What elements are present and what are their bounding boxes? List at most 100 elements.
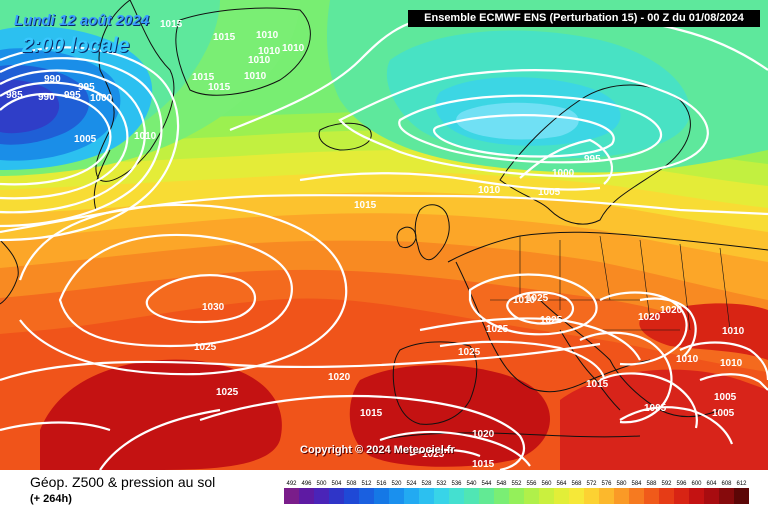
scale-swatch [329, 488, 344, 504]
scale-tick-label: 524 [406, 481, 417, 487]
isobar-label: 995 [584, 154, 601, 165]
scale-tick-label: 500 [316, 481, 327, 487]
scale-tick-label: 536 [451, 481, 462, 487]
model-run-banner: Ensemble ECMWF ENS (Perturbation 15) - 0… [408, 10, 760, 27]
scale-swatch [404, 488, 419, 504]
isobar-label: 1000 [90, 93, 113, 104]
scale-swatch [299, 488, 314, 504]
isobar-label: 1005 [714, 392, 737, 403]
isobar-label: 1025 [422, 449, 445, 460]
scale-tick-label: 584 [631, 481, 642, 487]
scale-swatch [464, 488, 479, 504]
scale-tick-label: 600 [691, 481, 702, 487]
scale-swatch [359, 488, 374, 504]
scale-swatch [344, 488, 359, 504]
isobar-label: 1010 [722, 326, 745, 337]
isobar-label: 1010 [134, 131, 157, 142]
scale-tick-label: 516 [376, 481, 387, 487]
scale-swatch [659, 488, 674, 504]
isobar-label: 1020 [638, 312, 661, 323]
scale-tick-label: 564 [556, 481, 567, 487]
isobar-label: 1010 [282, 43, 305, 54]
scale-tick-label: 492 [286, 481, 297, 487]
scale-tick-label: 512 [361, 481, 372, 487]
scale-swatch [434, 488, 449, 504]
isobar-label: 1010 [258, 46, 281, 57]
scale-swatch [494, 488, 509, 504]
isobar-label: 1015 [472, 459, 495, 470]
scale-tick-label: 572 [586, 481, 597, 487]
map-title: Géop. Z500 & pression au sol [30, 474, 216, 490]
scale-swatch [644, 488, 659, 504]
scale-swatch [389, 488, 404, 504]
scale-tick-label: 568 [571, 481, 582, 487]
isobar-label: 1015 [360, 408, 383, 419]
isobar-label: 1030 [202, 302, 225, 313]
scale-swatch [614, 488, 629, 504]
scale-tick-label: 520 [391, 481, 402, 487]
isobar-label: 1015 [586, 379, 609, 390]
isobar-label: 1010 [720, 358, 743, 369]
scale-swatch [704, 488, 719, 504]
scale-tick-label: 532 [436, 481, 447, 487]
isobar-label: 1010 [248, 55, 271, 66]
scale-tick-label: 528 [421, 481, 432, 487]
isobar-label: 1005 [712, 408, 735, 419]
isobar-label: 1025 [486, 324, 509, 335]
valid-date: Lundi 12 août 2024 [14, 12, 150, 29]
isobar-label: 1020 [660, 305, 683, 316]
isobar-labels: 1015 1010 1015 1010 1010 1010 1015 1015 … [6, 19, 745, 470]
isobar-label: 1015 [213, 32, 236, 43]
scale-tick-label: 548 [496, 481, 507, 487]
scale-tick-label: 608 [721, 481, 732, 487]
scale-swatch [719, 488, 734, 504]
isobar-label: 1010 [256, 30, 279, 41]
isobar-label: 1005 [74, 134, 97, 145]
scale-swatch [629, 488, 644, 504]
scale-swatch [479, 488, 494, 504]
scale-tick-label: 576 [601, 481, 612, 487]
scale-tick-label: 540 [466, 481, 477, 487]
isobar-label: 1010 [676, 354, 699, 365]
scale-tick-label: 580 [616, 481, 627, 487]
scale-swatch [569, 488, 584, 504]
isobar-label: 1010 [244, 71, 267, 82]
scale-swatch [524, 488, 539, 504]
scale-tick-label: 596 [676, 481, 687, 487]
isobar-label: 995 [64, 90, 81, 101]
isobar-label: 985 [6, 90, 23, 101]
forecast-lead-time: (+ 264h) [30, 493, 72, 505]
scale-tick-label: 604 [706, 481, 717, 487]
isobar-label: 1025 [540, 315, 563, 326]
isobar-label: 990 [44, 74, 61, 85]
isobar-label: 1025 [216, 387, 239, 398]
isobar-label: 1015 [160, 19, 183, 30]
scale-swatch [734, 488, 749, 504]
scale-swatch [539, 488, 554, 504]
scale-swatch [554, 488, 569, 504]
isobar-label: 1020 [472, 429, 495, 440]
scale-swatch [584, 488, 599, 504]
scale-swatch [599, 488, 614, 504]
scale-swatch [509, 488, 524, 504]
scale-swatch [689, 488, 704, 504]
isobar-label: 1025 [194, 342, 217, 353]
scale-swatch [374, 488, 389, 504]
isobar-label: 995 [78, 82, 95, 93]
scale-tick-label: 552 [511, 481, 522, 487]
scale-tick-label: 612 [736, 481, 747, 487]
copyright-notice: Copyright © 2024 Meteociel.fr [300, 444, 455, 456]
scale-tick-label: 508 [346, 481, 357, 487]
isobar-label: 1005 [644, 403, 667, 414]
isobar-label: 990 [38, 92, 55, 103]
isobar-label: 1025 [458, 347, 481, 358]
isobar-label: 1015 [192, 72, 215, 83]
scale-swatch [449, 488, 464, 504]
scale-tick-label: 504 [331, 481, 342, 487]
scale-tick-label: 544 [481, 481, 492, 487]
valid-time: 2:00 locale [22, 34, 130, 57]
scale-swatch [284, 488, 299, 504]
scale-swatch [674, 488, 689, 504]
scale-tick-label: 556 [526, 481, 537, 487]
isobar-label: 1005 [538, 187, 561, 198]
